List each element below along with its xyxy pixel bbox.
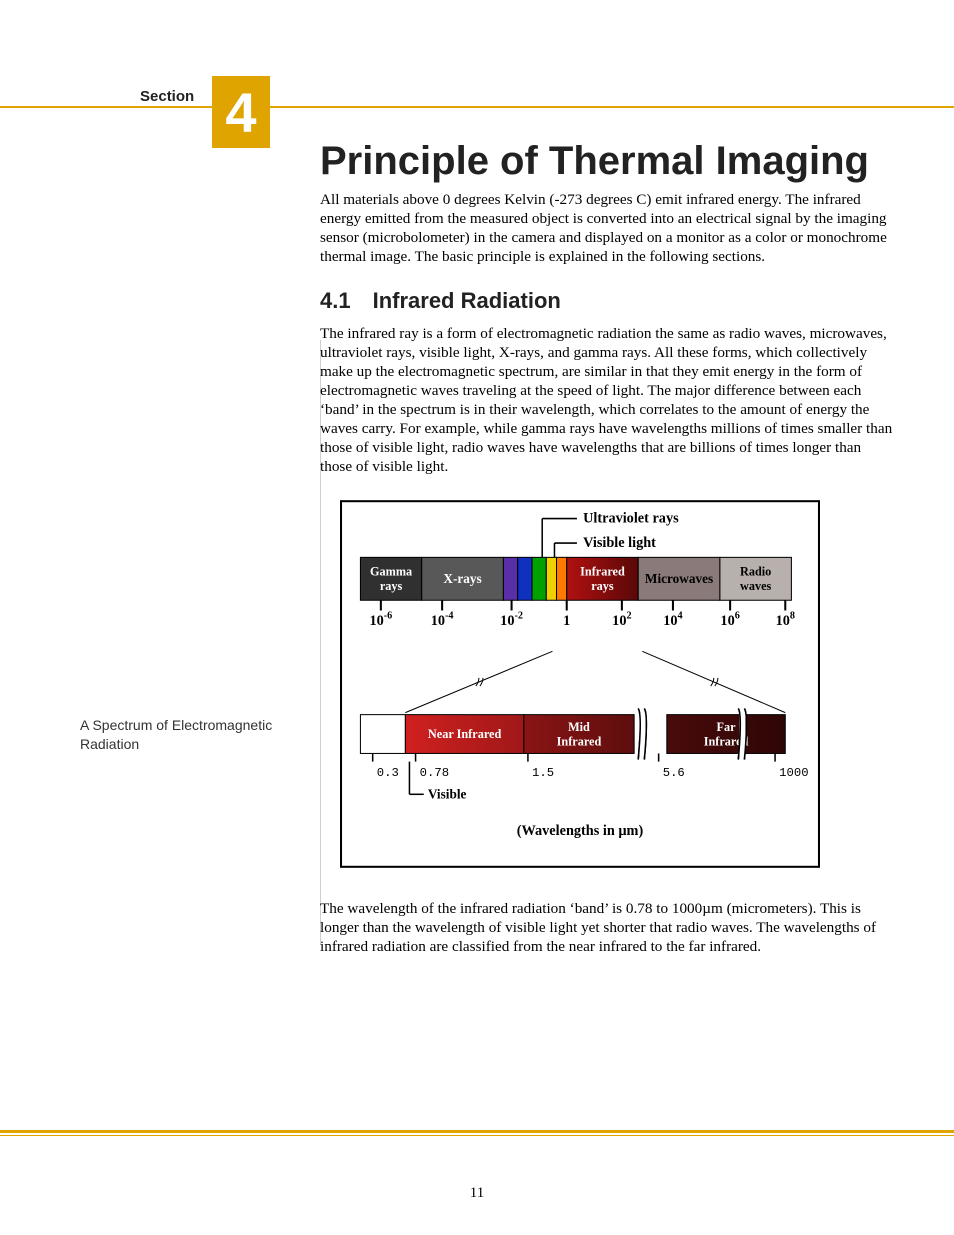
svg-text:Microwaves: Microwaves: [645, 571, 713, 586]
svg-text:1.5: 1.5: [532, 766, 554, 780]
svg-text:104: 104: [663, 611, 682, 629]
svg-text:Infrared: Infrared: [580, 565, 625, 579]
svg-text:102: 102: [612, 611, 631, 629]
svg-text:10-4: 10-4: [431, 611, 454, 629]
svg-text:0.3: 0.3: [377, 766, 399, 780]
svg-text:Visible light: Visible light: [583, 535, 656, 551]
body-paragraph-2: The wavelength of the infrared radiation…: [320, 899, 896, 956]
page-title: Principle of Thermal Imaging: [320, 138, 896, 184]
intro-paragraph: All materials above 0 degrees Kelvin (-2…: [320, 190, 896, 266]
svg-text:Ultraviolet rays: Ultraviolet rays: [583, 511, 679, 527]
svg-text:Near Infrared: Near Infrared: [428, 727, 502, 741]
svg-text:5.6: 5.6: [663, 766, 685, 780]
bottom-rule-inner: [0, 1135, 954, 1136]
svg-text:Visible: Visible: [428, 786, 467, 801]
svg-text:10-6: 10-6: [369, 611, 392, 629]
svg-text:Radio: Radio: [740, 565, 771, 579]
figure-caption: A Spectrum of Electromagnetic Radiation: [80, 716, 280, 754]
main-column: Principle of Thermal Imaging All materia…: [320, 138, 896, 956]
svg-text:0.78: 0.78: [420, 766, 449, 780]
svg-text:1000: 1000: [779, 766, 808, 780]
svg-text:Gamma: Gamma: [370, 565, 412, 579]
svg-text:rays: rays: [591, 579, 614, 593]
svg-text:108: 108: [776, 611, 795, 629]
svg-text:Mid: Mid: [568, 720, 590, 734]
svg-text:(Wavelengths in µm): (Wavelengths in µm): [517, 823, 644, 839]
svg-text:Infrared: Infrared: [557, 734, 602, 748]
page-number: 11: [0, 1185, 954, 1202]
section-label: Section: [140, 88, 194, 105]
spectrum-figure: Ultraviolet raysVisible lightGammaraysX-…: [340, 500, 820, 873]
svg-text:X-rays: X-rays: [443, 571, 481, 586]
section-number-badge: 4: [212, 76, 270, 148]
svg-text:waves: waves: [740, 579, 772, 593]
top-rule: [0, 106, 954, 108]
section-heading: 4.1 Infrared Radiation: [320, 288, 896, 314]
svg-text:Far: Far: [717, 720, 737, 734]
svg-text:rays: rays: [380, 579, 403, 593]
svg-text:106: 106: [720, 611, 739, 629]
svg-text:10-2: 10-2: [500, 611, 523, 629]
spectrum-svg: Ultraviolet raysVisible lightGammaraysX-…: [340, 500, 820, 868]
body-paragraph-1: The infrared ray is a form of electromag…: [320, 324, 896, 476]
svg-text:1: 1: [563, 613, 570, 629]
bottom-rule: [0, 1130, 954, 1133]
